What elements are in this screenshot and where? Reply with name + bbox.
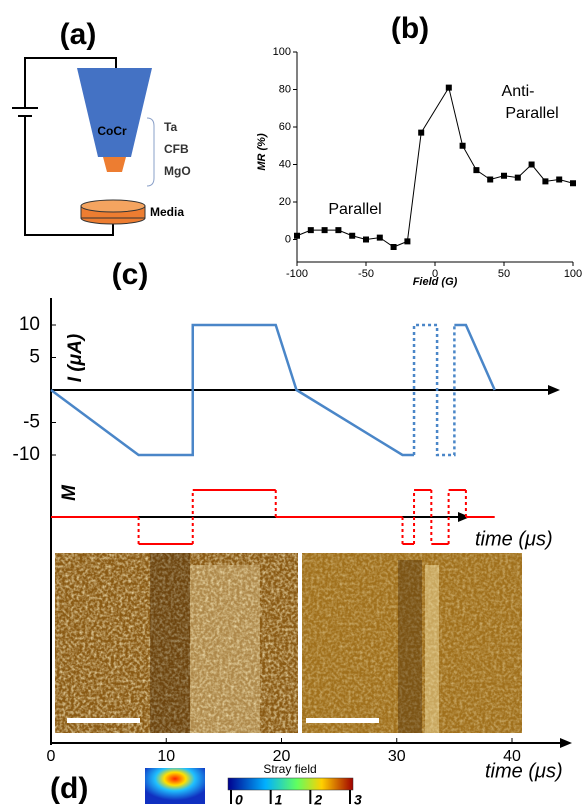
data-point: [556, 176, 563, 183]
x-tick-label: 10: [157, 748, 175, 765]
data-point: [459, 142, 466, 149]
colorbar-tick-label: 3: [354, 792, 362, 808]
field-map: [145, 768, 205, 804]
axis-arrow: [548, 385, 560, 395]
y-tick-label: 10: [19, 314, 40, 335]
data-point: [528, 161, 535, 168]
axis-arrow: [560, 738, 572, 748]
data-point: [321, 227, 328, 234]
data-point: [307, 227, 314, 234]
data-point: [363, 236, 369, 243]
x-axis-label: time (μs): [475, 528, 553, 550]
x-tick-label: 20: [273, 748, 291, 765]
panel-label: (d): [50, 772, 88, 805]
image-left: [55, 553, 298, 733]
data-point: [335, 227, 342, 234]
mtj: [103, 157, 126, 172]
annotation: Parallel: [328, 201, 381, 218]
data-point: [473, 167, 480, 174]
y-tick-label: 100: [273, 46, 291, 58]
image-right: [302, 553, 522, 733]
panel-label: (a): [60, 18, 97, 51]
current-trace: [454, 323, 496, 391]
data-point: [514, 174, 521, 181]
colorbar-tick-label: 1: [275, 792, 283, 808]
media-disk: [80, 199, 146, 213]
annotation: Anti-Parallel: [502, 83, 559, 122]
bracket: [146, 117, 155, 187]
y-tick-label: 40: [279, 158, 291, 170]
data-point: [376, 234, 383, 241]
data-point: [349, 232, 356, 239]
x-tick-label: -50: [358, 268, 374, 280]
chart-title: (c): [112, 258, 149, 291]
data-point: [404, 238, 411, 245]
media-label: Media: [150, 205, 184, 219]
colorbar-tick-label: 0: [235, 792, 243, 808]
y-axis-label: I (μA): [65, 334, 86, 382]
x-tick-label: 50: [498, 268, 510, 280]
tip: [77, 68, 152, 157]
y-tick-label: 60: [279, 121, 291, 133]
x-axis-label: time (μs): [485, 760, 563, 782]
data-point: [445, 84, 452, 91]
colorbar: [227, 777, 354, 791]
layer-label: CFB: [164, 142, 189, 156]
circuit: [12, 57, 117, 236]
x-tick-label: 30: [388, 748, 406, 765]
x-tick-label: 100: [564, 268, 582, 280]
x-tick-label: 40: [503, 748, 521, 765]
current-trace: [50, 323, 415, 457]
data-point: [390, 244, 397, 250]
colorbar-tick-label: 2: [313, 792, 322, 808]
data-point: [570, 180, 576, 187]
layer-label: Ta: [164, 120, 177, 134]
x-tick-label: 0: [47, 748, 56, 765]
colorbar-label: Stray field: [263, 762, 316, 776]
y-tick-label: -5: [23, 412, 40, 433]
y-tick-label: -10: [13, 444, 40, 465]
data-point: [294, 232, 300, 239]
x-tick-label: -100: [286, 268, 308, 280]
data-point: [487, 176, 494, 183]
layer-label: MgO: [164, 164, 191, 178]
y-tick-label: 20: [279, 196, 291, 208]
y-axis-label: MR (%): [256, 133, 268, 171]
data-point: [542, 178, 549, 185]
y-axis-label: M: [59, 484, 80, 501]
data-point: [501, 172, 507, 179]
data-point: [418, 129, 425, 136]
y-tick-label: 0: [285, 233, 291, 245]
tip-label: CoCr: [97, 124, 127, 138]
current-trace: [412, 323, 456, 457]
y-tick-label: 5: [29, 347, 40, 368]
chart-title: (b): [391, 12, 429, 45]
y-tick-label: 80: [279, 83, 291, 95]
x-tick-label: 0: [432, 268, 438, 280]
axis-arrow: [458, 512, 470, 522]
x-axis-label: Field (G): [413, 276, 458, 288]
